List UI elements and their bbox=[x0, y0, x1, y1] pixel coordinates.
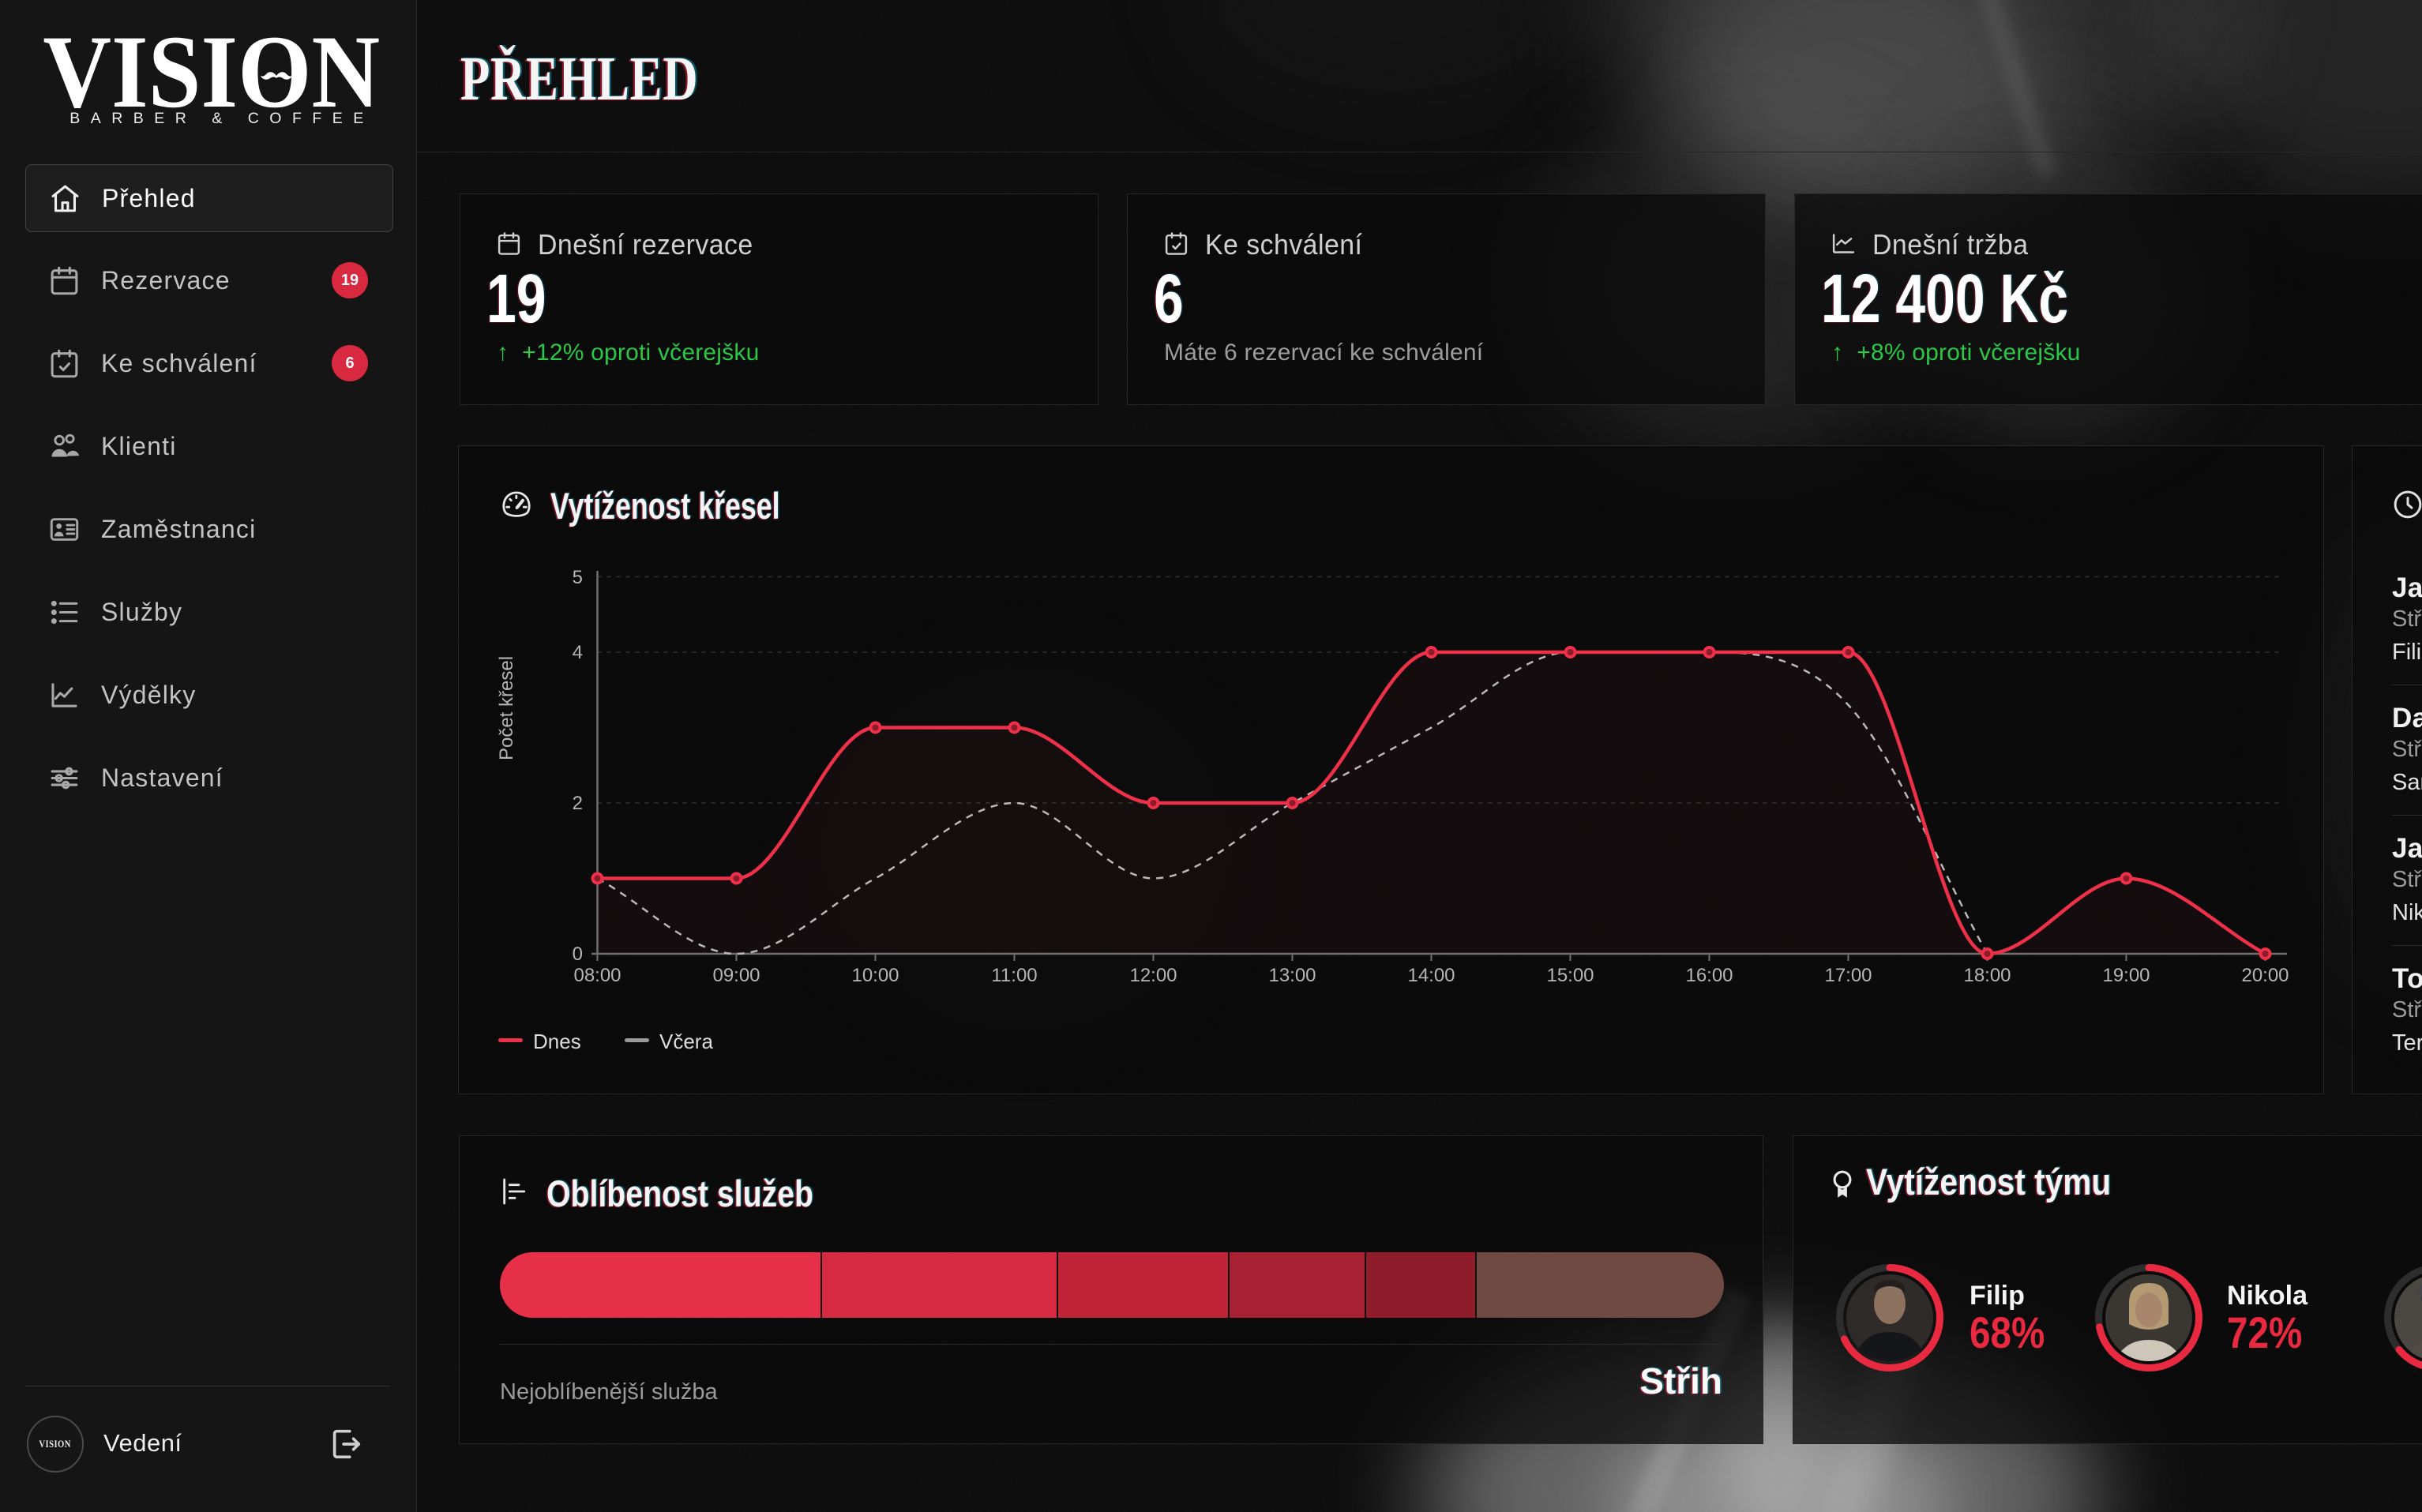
svg-text:08:00: 08:00 bbox=[573, 965, 621, 986]
svg-text:Počet křesel: Počet křesel bbox=[496, 656, 517, 760]
svg-text:10:00: 10:00 bbox=[851, 965, 899, 986]
svg-text:15:00: 15:00 bbox=[1546, 965, 1594, 986]
svg-text:18:00: 18:00 bbox=[1963, 965, 2011, 986]
svg-text:2: 2 bbox=[573, 793, 583, 814]
svg-text:17:00: 17:00 bbox=[1824, 965, 1872, 986]
svg-text:0: 0 bbox=[573, 944, 583, 965]
svg-text:14:00: 14:00 bbox=[1407, 965, 1455, 986]
svg-text:16:00: 16:00 bbox=[1685, 965, 1733, 986]
svg-text:13:00: 13:00 bbox=[1268, 965, 1316, 986]
svg-text:4: 4 bbox=[573, 642, 583, 663]
svg-text:12:00: 12:00 bbox=[1129, 965, 1177, 986]
svg-text:09:00: 09:00 bbox=[712, 965, 760, 986]
svg-text:5: 5 bbox=[573, 567, 583, 588]
svg-text:Dnes: Dnes bbox=[533, 1030, 581, 1053]
svg-text:11:00: 11:00 bbox=[991, 965, 1037, 986]
svg-text:20:00: 20:00 bbox=[2241, 965, 2289, 986]
svg-text:19:00: 19:00 bbox=[2102, 965, 2150, 986]
svg-text:Včera: Včera bbox=[659, 1030, 713, 1053]
